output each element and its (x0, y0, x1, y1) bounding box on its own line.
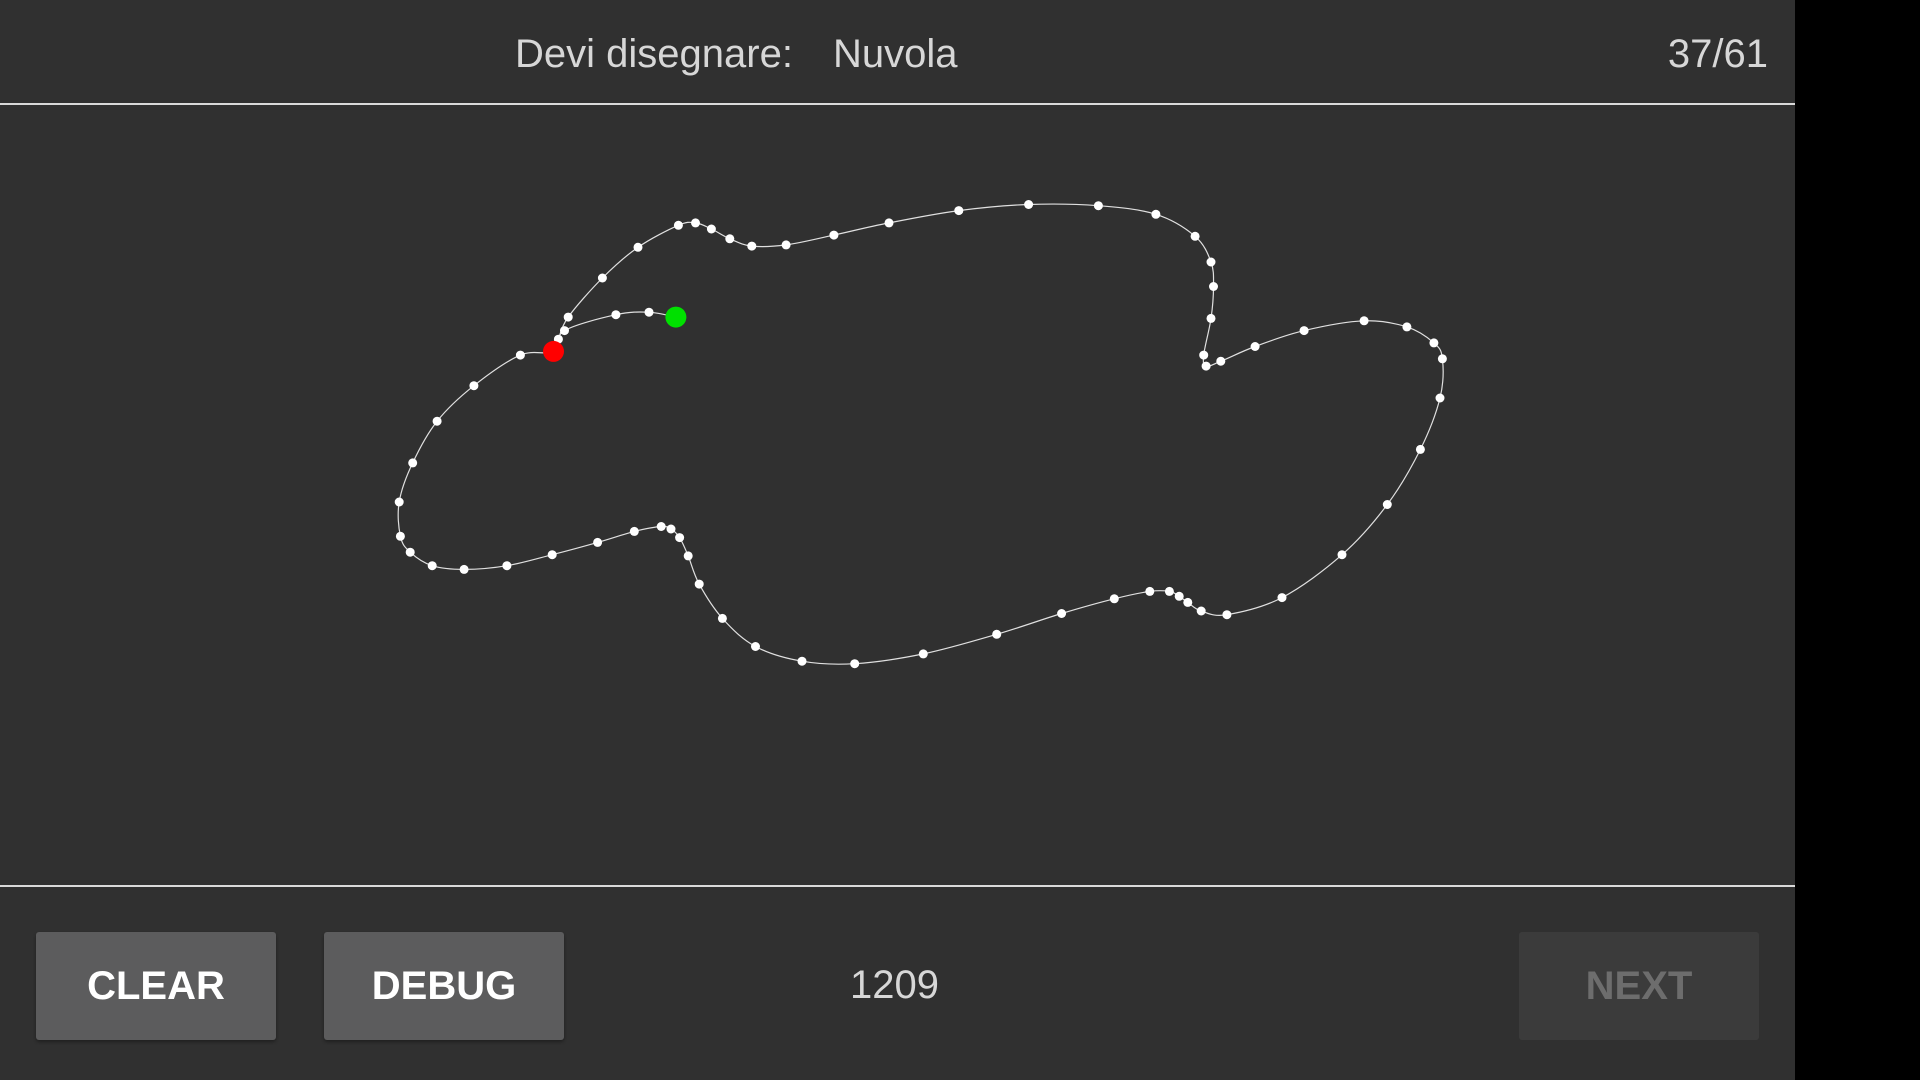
stroke-point (683, 551, 693, 561)
stroke-path (397, 203, 1444, 665)
stroke-point (1190, 231, 1200, 241)
stroke-point (1222, 610, 1232, 620)
stroke-point (633, 242, 643, 252)
drawn-stroke (397, 203, 1444, 665)
stroke-point (597, 273, 607, 283)
stroke-point (408, 458, 418, 468)
stroke-endpoints (543, 306, 687, 362)
next-button[interactable]: NEXT (1519, 932, 1759, 1040)
stroke-point (1174, 591, 1184, 601)
stroke-point (706, 224, 716, 234)
stroke-point (395, 531, 405, 541)
stroke-point (515, 350, 525, 360)
debug-button[interactable]: DEBUG (324, 932, 564, 1040)
stroke-point (611, 310, 621, 320)
stroke-point (717, 613, 727, 623)
target-word: Nuvola (833, 32, 958, 76)
drawing-surface[interactable] (0, 106, 1795, 886)
stroke-point (694, 579, 704, 589)
stroke-point (992, 629, 1002, 639)
stroke-point (1359, 316, 1369, 326)
stroke-point (1206, 313, 1216, 323)
stroke-point (563, 312, 573, 322)
footer-bar: CLEAR DEBUG 1209 NEXT (0, 885, 1795, 1080)
stroke-point (593, 537, 603, 547)
stroke-point (884, 218, 894, 228)
stroke-point (797, 656, 807, 666)
stroke-point (1437, 354, 1447, 364)
progress-counter: 37/61 (1667, 32, 1768, 76)
stroke-point (502, 561, 512, 571)
stroke-point (547, 550, 557, 560)
stroke-point (459, 564, 469, 574)
stroke-point (666, 524, 676, 534)
stroke-point (432, 416, 442, 426)
stroke-point (427, 561, 437, 571)
stroke-point (560, 326, 569, 336)
drawing-canvas[interactable] (0, 106, 1795, 886)
app-screen: Devi disegnare: Nuvola 37/61 CLEAR DEBUG… (0, 0, 1795, 1080)
stroke-point (1429, 338, 1439, 348)
stroke-point (1164, 586, 1174, 596)
stroke-point (1201, 361, 1211, 371)
stroke-point (1196, 606, 1206, 616)
stroke-point (1024, 200, 1034, 209)
prompt-label: Devi disegnare: (515, 32, 793, 76)
clear-button[interactable]: CLEAR (36, 932, 276, 1040)
stroke-point (469, 381, 479, 391)
stroke-point (405, 547, 415, 557)
stroke-point (751, 642, 760, 651)
score-value: 1209 (850, 963, 939, 1007)
stroke-point (1151, 209, 1161, 219)
stroke-point (1299, 326, 1309, 336)
stroke-point (1183, 597, 1193, 607)
header-bar: Devi disegnare: Nuvola 37/61 (0, 0, 1795, 105)
stroke-point (1209, 282, 1218, 291)
stroke-point (1093, 201, 1103, 211)
stroke-point (725, 234, 735, 244)
stroke-point (673, 220, 683, 230)
stroke-point (1206, 257, 1216, 267)
stroke-point (1337, 550, 1347, 560)
stroke-point (656, 522, 666, 531)
stroke-point (1145, 586, 1155, 596)
stroke-point (918, 649, 928, 659)
stroke-point (1109, 594, 1119, 604)
stroke-point (829, 230, 839, 240)
stroke-point (675, 533, 685, 543)
stroke-point (850, 659, 860, 669)
stroke-point (1402, 322, 1412, 332)
stroke-point (1199, 350, 1209, 360)
stroke-end-marker (543, 340, 564, 362)
stroke-point (1057, 609, 1067, 618)
stroke-point (1415, 444, 1425, 454)
stroke-point (954, 206, 964, 216)
stroke-start-marker (665, 306, 687, 328)
stroke-point (394, 497, 404, 507)
stroke-point (1250, 342, 1260, 351)
stroke-point (781, 240, 791, 250)
stroke-point (1435, 393, 1445, 403)
stroke-point (644, 307, 654, 317)
stroke-sample-points (394, 200, 1447, 669)
stroke-point (691, 218, 700, 228)
stroke-point (629, 526, 639, 536)
stroke-point (747, 241, 757, 251)
stroke-point (1216, 356, 1226, 366)
stroke-point (1277, 593, 1287, 603)
stroke-point (1382, 500, 1392, 509)
